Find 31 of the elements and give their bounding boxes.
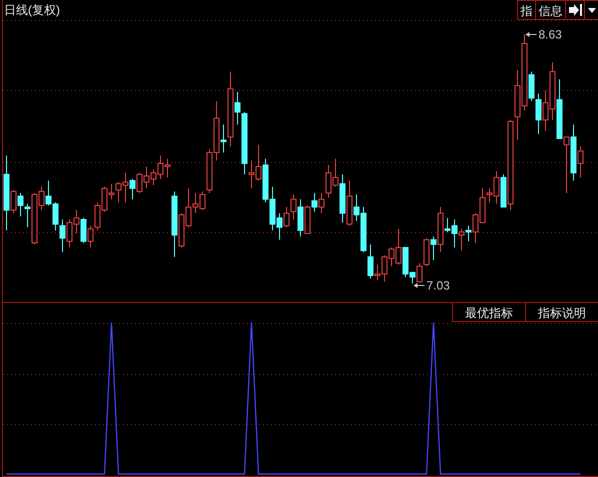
candlestick [528, 71, 534, 102]
candlestick [60, 218, 66, 253]
annotation: 信息 [538, 4, 562, 18]
candlestick [536, 92, 542, 134]
button[interactable]: 信息 [535, 0, 566, 20]
candlestick [298, 198, 304, 238]
button[interactable]: 指 [517, 0, 536, 20]
candlestick [466, 225, 472, 242]
candlestick [578, 146, 584, 178]
candlestick [284, 206, 290, 228]
candlestick [290, 194, 296, 220]
candlestick [234, 91, 240, 126]
candlestick [18, 192, 24, 217]
candlestick [24, 203, 30, 228]
candlestick [430, 236, 436, 260]
candlestick [416, 262, 422, 282]
candlestick [564, 136, 570, 194]
candlestick [10, 189, 16, 214]
candlestick [312, 192, 318, 212]
chart-title: 日线(复权) [4, 3, 60, 17]
annotation: 指 [520, 4, 532, 18]
annotation: 8.63 [538, 28, 562, 42]
candlestick [458, 228, 464, 252]
candlestick [130, 178, 136, 200]
candlestick [318, 192, 324, 214]
candlestick [88, 225, 94, 248]
annotation: 7.03 [426, 278, 450, 292]
button[interactable]: 最优指标 [452, 302, 526, 322]
candlestick [80, 217, 86, 244]
candlestick [368, 244, 374, 280]
candlestick [220, 124, 226, 154]
